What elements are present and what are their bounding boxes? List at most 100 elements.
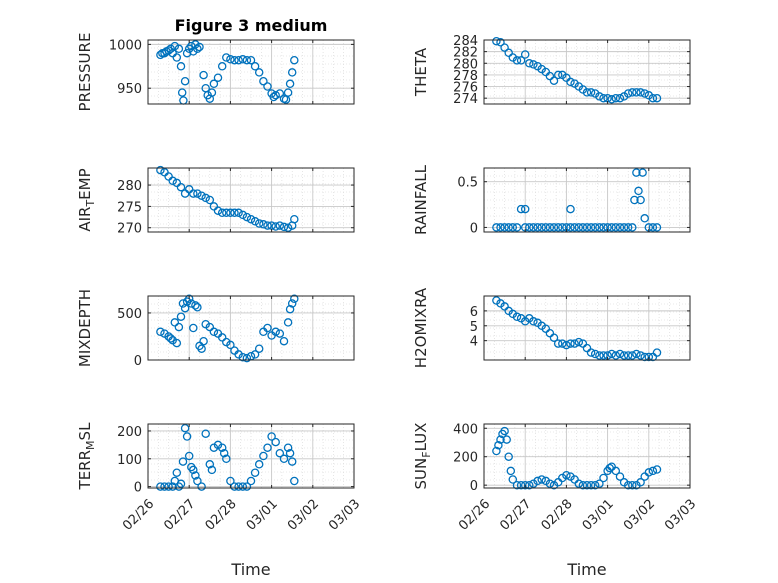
data-point [275,221,285,230]
data-point [234,350,243,359]
x-tick-label: 03/01 [580,497,617,534]
y-axis-label: TERRMSL [76,422,97,491]
data-point [285,79,295,89]
data-point [193,303,202,312]
x-tick-label: 02/27 [161,497,198,534]
data-point [254,460,264,469]
y-tick-label: 0 [470,221,478,236]
data-point [283,223,293,232]
data-point [516,56,526,65]
data-point [177,88,187,97]
y-tick-label: 274 [453,92,478,107]
data-point [189,189,198,198]
data-point [640,214,649,223]
data-point [648,223,658,232]
data-point [492,446,501,456]
data-point [619,351,629,360]
y-tick-label: 0.5 [457,176,478,191]
data-point [549,480,559,490]
data-point [193,189,202,198]
data-point [512,480,522,490]
data-point [529,60,538,69]
data-point [259,76,268,86]
data-point [628,88,637,97]
data-point [207,88,217,97]
data-point [595,351,604,360]
data-point [193,44,202,54]
data-point [285,304,295,314]
data-point [562,340,571,350]
data-point [500,43,509,52]
series-markers [156,40,299,105]
data-point [623,89,633,98]
y-axis-label-main: AIR [76,207,94,232]
subplot-sun_flux: 0 200 400 02/26 02/27 02/28 03/01 03/02 03/03 Tim… [412,422,699,579]
data-point [512,312,522,322]
data-point [213,440,223,450]
data-point [496,38,505,47]
data-point [263,221,272,230]
data-point [652,465,662,474]
data-point [512,223,522,232]
series-markers [492,168,662,232]
y-axis-label: PRESSURE [76,33,94,112]
y-tick-label: 1000 [109,38,142,53]
data-point [230,55,239,65]
data-point [541,223,551,232]
data-point [611,466,621,476]
data-point [619,223,629,232]
data-point [586,348,596,357]
data-point [586,88,596,97]
data-point [652,348,662,357]
data-point [632,349,641,359]
data-point [207,465,217,475]
data-point [156,50,165,60]
subplot-h2omixra: 456 H2OMIXRA [412,287,691,368]
data-point [178,299,188,308]
data-point [234,55,243,65]
x-tick-label: 02/28 [203,497,240,534]
y-axis-label-main: SUN [412,458,430,490]
data-point [178,457,188,466]
y-axis-label: RAINFALL [412,164,430,235]
data-point [590,223,600,232]
data-point [537,475,546,484]
data-point [508,223,518,232]
data-point [271,437,280,447]
data-point [508,309,518,319]
data-point [271,222,280,231]
data-point [607,223,616,232]
data-point [238,352,248,362]
data-point [566,223,575,232]
data-point [566,204,575,214]
y-axis-label-subscript: F [420,451,433,457]
data-point [529,223,538,232]
axes-box [483,39,691,105]
data-point [197,344,206,353]
data-point [197,191,206,200]
data-point [533,223,542,232]
data-point [504,452,513,461]
data-point [630,195,639,205]
data-point [234,482,243,491]
axes-box [147,295,355,361]
series-markers [156,165,299,232]
data-point [558,339,567,348]
data-point [553,70,563,80]
data-point [611,351,621,360]
minor-grid [484,424,690,488]
data-point [566,77,575,87]
data-point [242,353,252,363]
y-axis-label-tail: SL [76,422,94,441]
data-point [160,482,169,491]
data-point [638,168,647,177]
data-point [254,344,264,353]
data-point [611,223,621,232]
data-point [504,223,513,232]
data-point [636,351,645,360]
data-point [166,334,175,343]
y-axis-label: THETA [412,47,430,97]
data-point [189,323,198,333]
y-axis-label: MIXDEPTH [76,289,94,367]
data-point [570,339,579,348]
